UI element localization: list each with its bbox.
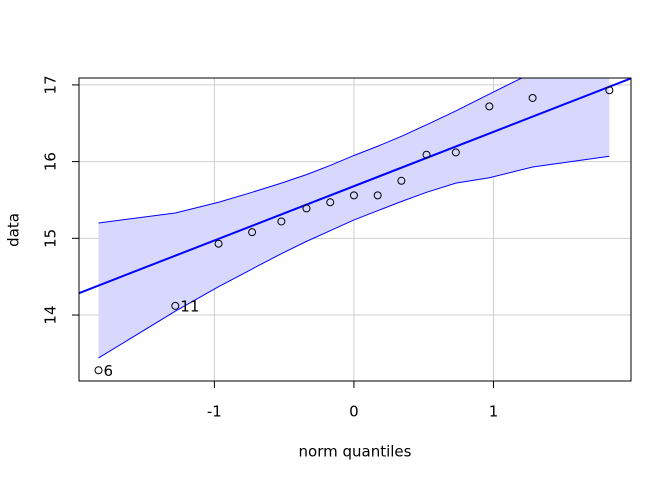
y-axis-title: data	[5, 213, 23, 247]
reference-line	[79, 78, 631, 295]
point	[528, 93, 537, 102]
point-label: 11	[180, 297, 199, 315]
point	[326, 198, 335, 207]
y-tick-label: 15	[42, 229, 60, 248]
point	[422, 150, 431, 159]
point	[605, 86, 614, 95]
plot-area	[79, 78, 631, 381]
plot-frame	[78, 77, 632, 382]
point	[94, 366, 103, 375]
point	[302, 204, 311, 213]
point	[485, 102, 494, 111]
x-tick-label: -1	[207, 403, 222, 421]
point	[373, 191, 382, 200]
confidence-band	[98, 78, 610, 358]
point-label: 6	[104, 362, 114, 380]
y-tick-label: 14	[42, 305, 60, 324]
y-tick-label: 17	[42, 75, 60, 94]
point	[451, 148, 460, 157]
x-axis-title: norm quantiles	[299, 443, 412, 461]
point	[277, 217, 286, 226]
y-tick-label: 16	[42, 152, 60, 171]
x-tick-label: 0	[349, 403, 359, 421]
upper-envelope	[98, 78, 523, 224]
point	[171, 301, 180, 310]
point	[349, 191, 358, 200]
point	[397, 176, 406, 185]
lower-envelope	[98, 155, 610, 359]
point	[248, 228, 257, 237]
point	[214, 239, 223, 248]
x-tick-label: 1	[489, 403, 499, 421]
